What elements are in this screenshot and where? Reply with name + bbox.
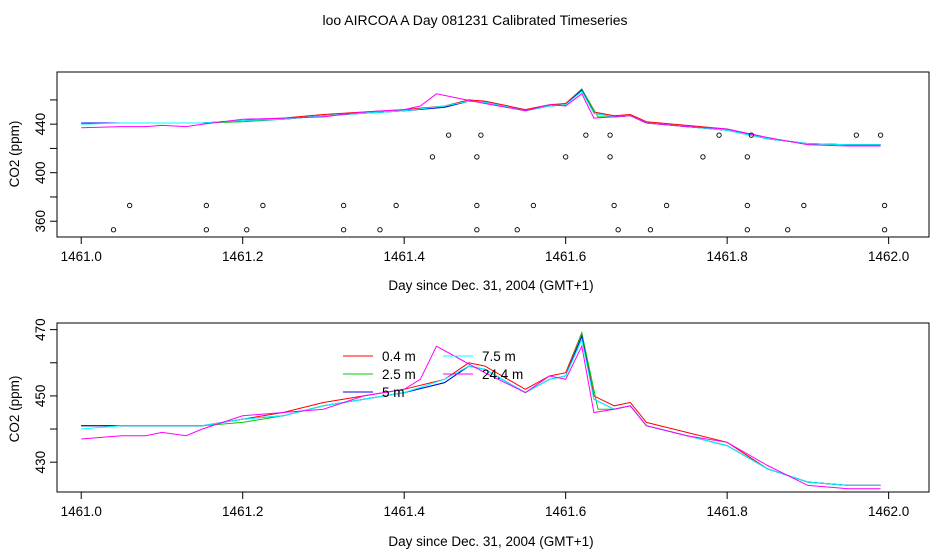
flag-point bbox=[607, 132, 613, 138]
flag-point bbox=[801, 202, 807, 209]
flag-point bbox=[514, 227, 520, 233]
series-line bbox=[81, 337, 881, 486]
flag-point bbox=[583, 132, 589, 138]
flag-point bbox=[478, 132, 484, 138]
flag-point bbox=[377, 227, 383, 233]
x-tick-label: 1461.6 bbox=[545, 249, 586, 264]
flag-point bbox=[700, 154, 706, 160]
y-tick-label: 440 bbox=[33, 113, 48, 136]
flag-point bbox=[881, 202, 888, 209]
bottom-x-axis: 1461.0 1461.2 1461.4 1461.6 1461.8 1462.0 bbox=[61, 492, 909, 519]
flag-point bbox=[716, 132, 722, 138]
x-tick-label: 1461.0 bbox=[61, 249, 102, 264]
top-y-axis: 360 400 440 bbox=[33, 99, 57, 233]
top-plot-frame bbox=[56, 71, 930, 238]
top-panel: 1461.0 1461.2 1461.4 1461.6 1461.8 1462.0 360… bbox=[7, 71, 930, 293]
flag-point bbox=[244, 227, 250, 233]
flag-point bbox=[607, 154, 613, 160]
series-line bbox=[81, 344, 881, 490]
flag-point bbox=[340, 202, 347, 209]
series-line bbox=[81, 90, 881, 146]
x-tick-label: 1461.6 bbox=[545, 504, 586, 519]
flag-point bbox=[127, 202, 133, 209]
x-tick-label: 1461.4 bbox=[384, 249, 426, 264]
flag-point bbox=[563, 154, 569, 160]
y-tick-label: 450 bbox=[33, 385, 48, 408]
x-tick-label: 1462.0 bbox=[868, 504, 909, 519]
flag-point bbox=[744, 154, 750, 160]
legend-label: 0.4 m bbox=[382, 349, 416, 364]
flag-point bbox=[203, 202, 210, 209]
flag-point bbox=[474, 154, 480, 160]
flag-point bbox=[203, 227, 210, 233]
flag-point bbox=[744, 227, 750, 233]
flag-point bbox=[785, 227, 791, 233]
x-tick-label: 1461.0 bbox=[61, 504, 102, 519]
top-flag-points bbox=[110, 132, 888, 233]
flag-point bbox=[748, 132, 755, 138]
flag-point bbox=[110, 227, 117, 233]
y-tick-label: 360 bbox=[33, 210, 48, 233]
legend-label: 5 m bbox=[382, 385, 405, 400]
flag-point bbox=[474, 202, 480, 209]
flag-point bbox=[663, 202, 670, 209]
legend-label: 24.4 m bbox=[482, 367, 523, 382]
bottom-plot-frame bbox=[56, 322, 930, 493]
bottom-panel: 1461.0 1461.2 1461.4 1461.6 1461.8 1462.0 430… bbox=[7, 318, 930, 549]
bottom-series-lines bbox=[81, 331, 881, 490]
flag-point bbox=[474, 227, 480, 233]
x-tick-label: 1461.2 bbox=[222, 249, 263, 264]
bottom-x-axis-label: Day since Dec. 31, 2004 (GMT+1) bbox=[388, 534, 593, 549]
bottom-y-axis-label: CO2 (ppm) bbox=[7, 376, 22, 443]
x-tick-label: 1461.8 bbox=[706, 249, 747, 264]
bottom-y-axis: 430 450 470 bbox=[33, 318, 57, 473]
x-tick-label: 1461.2 bbox=[222, 504, 263, 519]
flag-point bbox=[445, 132, 452, 138]
flag-point bbox=[647, 227, 654, 233]
flag-point bbox=[340, 227, 347, 233]
legend-label: 7.5 m bbox=[482, 349, 516, 364]
flag-point bbox=[615, 227, 621, 233]
top-y-axis-label: CO2 (ppm) bbox=[7, 121, 22, 188]
flag-point bbox=[881, 227, 888, 233]
x-tick-label: 1461.8 bbox=[706, 504, 747, 519]
flag-point bbox=[429, 154, 436, 160]
top-x-axis: 1461.0 1461.2 1461.4 1461.6 1461.8 1462.0 bbox=[61, 237, 909, 264]
flag-point bbox=[877, 132, 884, 138]
y-tick-label: 430 bbox=[33, 451, 48, 474]
y-tick-label: 470 bbox=[33, 318, 48, 341]
flag-point bbox=[260, 202, 266, 209]
flag-point bbox=[393, 202, 399, 209]
flag-point bbox=[530, 202, 537, 209]
legend: 0.4 m 2.5 m 5 m 7.5 m 24.4 m bbox=[343, 349, 523, 400]
figure-title: loo AIRCOA A Day 081231 Calibrated Times… bbox=[322, 12, 627, 28]
series-line bbox=[81, 334, 881, 486]
x-tick-label: 1461.4 bbox=[384, 504, 426, 519]
series-line bbox=[81, 331, 881, 486]
x-tick-label: 1462.0 bbox=[868, 249, 909, 264]
top-series-lines bbox=[81, 88, 881, 147]
legend-label: 2.5 m bbox=[382, 367, 416, 382]
series-line bbox=[81, 93, 881, 147]
top-x-axis-label: Day since Dec. 31, 2004 (GMT+1) bbox=[388, 278, 593, 293]
flag-point bbox=[611, 202, 617, 209]
flag-point bbox=[744, 202, 750, 209]
flag-point bbox=[853, 132, 859, 138]
series-line bbox=[81, 331, 881, 486]
y-tick-label: 400 bbox=[33, 161, 48, 184]
